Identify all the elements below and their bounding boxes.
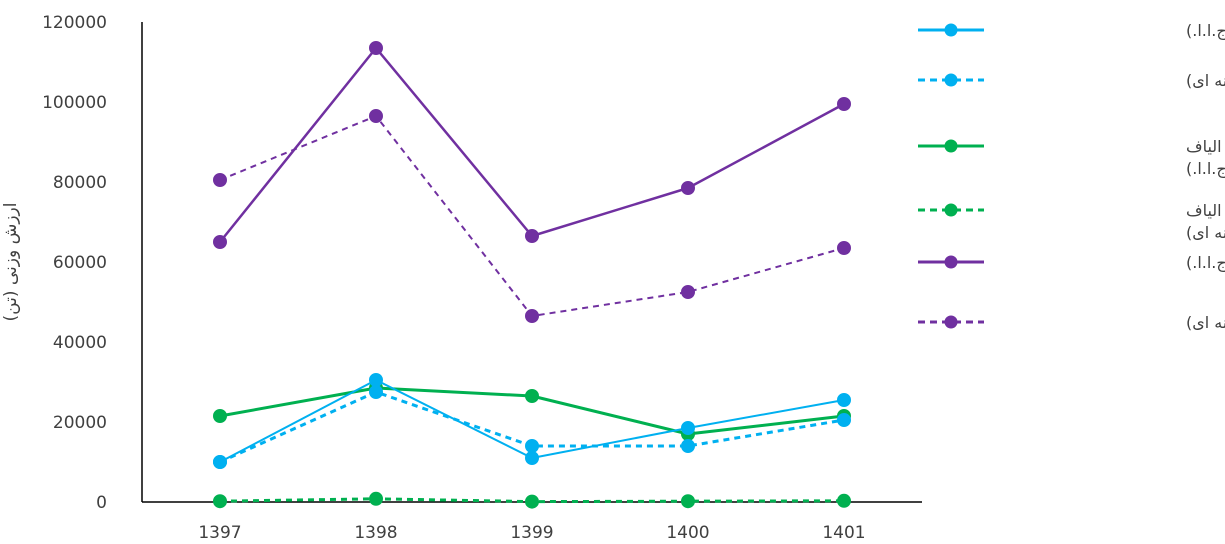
data-point bbox=[681, 285, 695, 299]
data-point bbox=[369, 109, 383, 123]
legend-label: طبیعی (آینه ای) bbox=[1186, 223, 1225, 242]
legend-swatch-marker bbox=[944, 203, 958, 217]
series-layer bbox=[213, 41, 851, 509]
data-point bbox=[213, 235, 227, 249]
legend-swatch-marker bbox=[944, 73, 958, 87]
data-point bbox=[369, 385, 383, 399]
data-point bbox=[681, 439, 695, 453]
data-point bbox=[681, 494, 695, 509]
legend-item: نخ پنبه (گمرک ج.ا.ا.) bbox=[918, 21, 1225, 41]
data-point bbox=[837, 97, 851, 111]
y-tick-label: 20000 bbox=[53, 413, 107, 433]
data-point bbox=[369, 41, 383, 55]
data-point bbox=[525, 451, 539, 465]
y-tick-label: 0 bbox=[96, 493, 107, 513]
data-point bbox=[213, 494, 227, 509]
series-2 bbox=[213, 381, 851, 441]
legend: نخ پنبه (گمرک ج.ا.ا.) نخ پنبه (آینه ای) نخ… bbox=[918, 21, 1225, 333]
data-point bbox=[525, 494, 539, 509]
legend-label: نخ مصنوعی (آینه ای) bbox=[1186, 313, 1225, 333]
data-point bbox=[369, 373, 383, 387]
x-tick-label: 1398 bbox=[354, 523, 397, 543]
legend-label: نخ پنبه (گمرک ج.ا.ا.) bbox=[1186, 21, 1225, 41]
legend-label: نخ پنبه (آینه ای) bbox=[1186, 71, 1225, 91]
legend-item: نخ تهیه شده از سایر الیاف طبیعی (آینه ای) bbox=[918, 201, 1225, 242]
legend-item: نخ مصنوعی (گمرک ج.ا.ا.) bbox=[918, 253, 1225, 273]
series-line bbox=[219, 115, 845, 317]
series-5 bbox=[213, 109, 851, 323]
y-tick-label: 60000 bbox=[53, 253, 107, 273]
x-tick-label: 1400 bbox=[666, 523, 709, 543]
y-axis-label: ارزش وزنی (تن) bbox=[1, 203, 21, 322]
data-point bbox=[837, 241, 851, 255]
data-point bbox=[837, 413, 851, 427]
legend-swatch-marker bbox=[944, 315, 958, 329]
data-point bbox=[525, 309, 539, 323]
legend-item: نخ مصنوعی (آینه ای) bbox=[918, 313, 1225, 333]
x-tick-label: 1397 bbox=[198, 523, 241, 543]
x-tick-label: 1399 bbox=[510, 523, 553, 543]
data-point bbox=[681, 421, 695, 435]
series-line bbox=[219, 46, 845, 243]
legend-item: نخ پنبه (آینه ای) bbox=[918, 71, 1225, 91]
legend-label: طبیعی (گمرک ج.ا.ا.) bbox=[1186, 159, 1225, 179]
legend-label: نخ تهیه شده از سایر الیاف bbox=[1186, 137, 1225, 157]
data-point bbox=[525, 439, 539, 453]
data-point bbox=[681, 181, 695, 195]
legend-swatch-marker bbox=[944, 255, 958, 269]
legend-swatch-marker bbox=[944, 139, 958, 153]
x-tick-label: 1401 bbox=[822, 523, 865, 543]
data-point bbox=[369, 491, 383, 506]
data-point bbox=[525, 229, 539, 243]
legend-swatch-marker bbox=[944, 23, 958, 37]
series-3 bbox=[213, 491, 851, 509]
y-tick-label: 100000 bbox=[42, 93, 107, 113]
series-line bbox=[219, 390, 845, 464]
legend-item: نخ تهیه شده از سایر الیافطبیعی (گمرک ج.ا… bbox=[918, 137, 1225, 179]
y-tick-label: 120000 bbox=[42, 13, 107, 33]
legend-label: نخ مصنوعی (گمرک ج.ا.ا.) bbox=[1186, 253, 1225, 273]
data-point bbox=[213, 409, 227, 423]
data-point bbox=[213, 455, 227, 469]
legend-label: نخ تهیه شده از سایر الیاف bbox=[1186, 201, 1225, 221]
data-point bbox=[837, 493, 851, 508]
data-point bbox=[525, 389, 539, 403]
series-0 bbox=[213, 373, 851, 469]
series-4 bbox=[213, 41, 851, 249]
y-tick-label: 40000 bbox=[53, 333, 107, 353]
data-point bbox=[837, 393, 851, 407]
y-tick-label: 80000 bbox=[53, 173, 107, 193]
axes: 0 20000 40000 60000 80000 100000 120000 1397 139… bbox=[42, 13, 922, 543]
data-point bbox=[213, 173, 227, 187]
